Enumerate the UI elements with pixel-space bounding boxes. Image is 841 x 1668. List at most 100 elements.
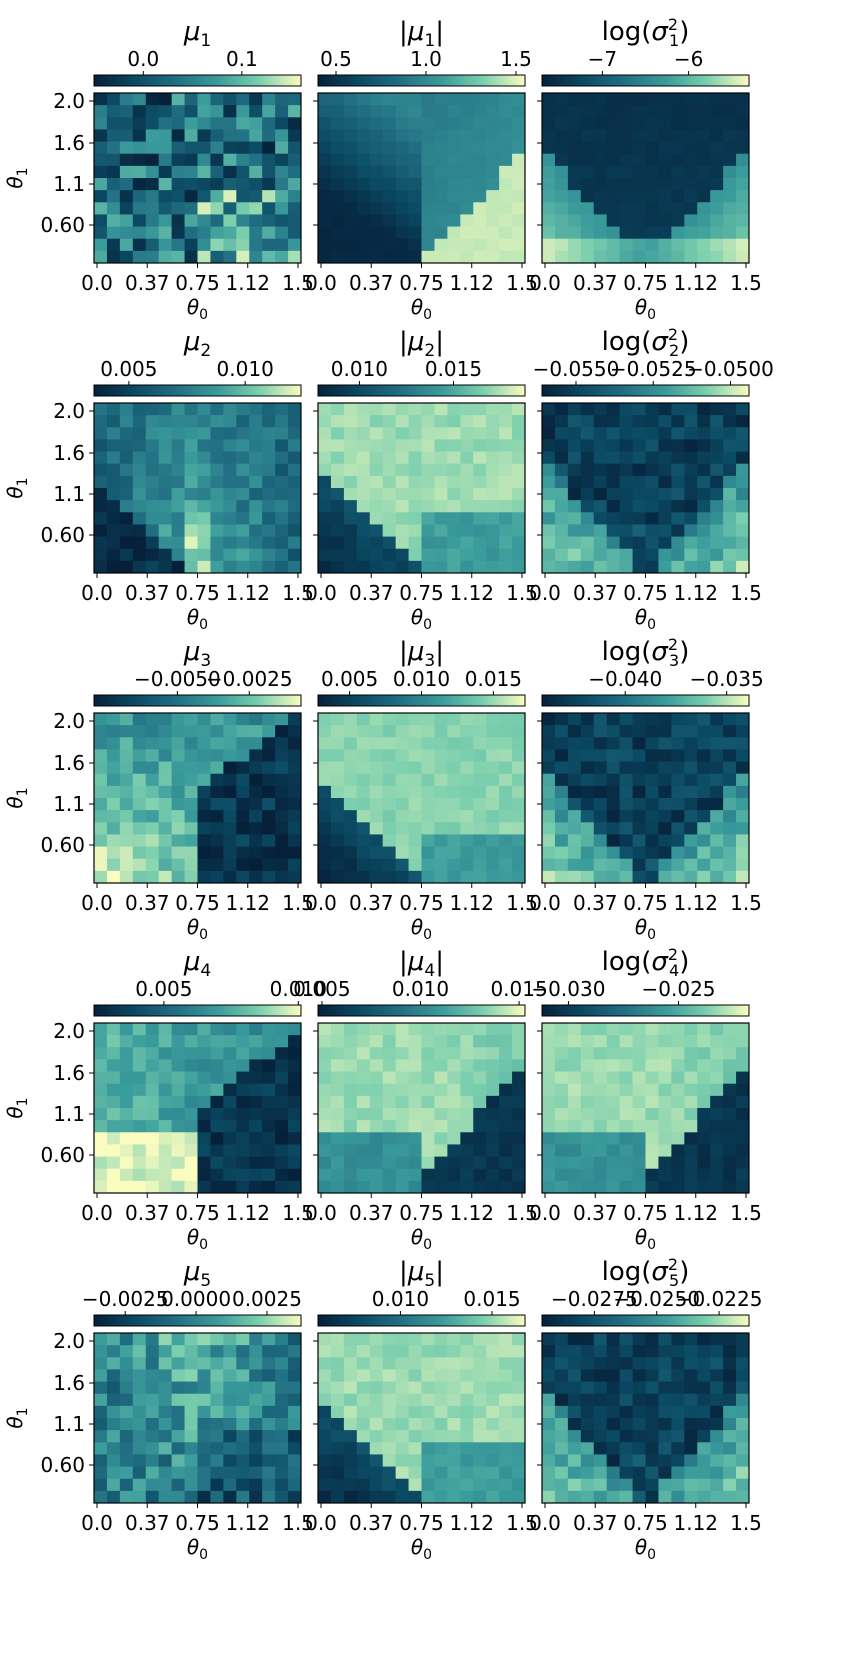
heatmap-cell: [262, 1405, 276, 1419]
heatmap-cell: [145, 214, 160, 227]
heatmap-cell: [145, 1035, 160, 1048]
heatmap-cell: [408, 773, 422, 787]
heatmap-cell: [632, 141, 646, 155]
heatmap-cell: [723, 1393, 737, 1407]
heatmap-cell: [158, 1393, 173, 1407]
heatmap-cell: [288, 178, 302, 191]
heatmap-cell: [158, 1345, 173, 1358]
heatmap-cell: [619, 1454, 633, 1467]
heatmap-cell: [486, 153, 500, 167]
heatmap-cell: [460, 238, 474, 252]
heatmap-cell: [645, 822, 659, 835]
heatmap-cell: [132, 1083, 147, 1097]
heatmap-cell: [421, 117, 435, 130]
heatmap-cell: [486, 1047, 500, 1060]
heatmap-cell: [460, 822, 474, 835]
heatmap-cell: [658, 117, 672, 130]
heatmap-cell: [473, 214, 487, 227]
heatmap-cell: [736, 250, 750, 264]
heatmap-cell: [567, 1393, 582, 1407]
heatmap-cell: [658, 1144, 672, 1157]
heatmap-cell: [736, 785, 750, 799]
heatmap-cell: [499, 1132, 513, 1145]
heatmap-cell: [223, 1120, 237, 1133]
heatmap-cell: [658, 1405, 672, 1419]
heatmap-cell: [223, 1144, 237, 1157]
heatmap-cell: [262, 1023, 276, 1036]
heatmap-cell: [356, 1083, 371, 1097]
heatmap-cell: [632, 785, 646, 799]
heatmap-cell: [171, 834, 185, 847]
heatmap-cell: [567, 129, 582, 142]
heatmap-cell: [542, 1333, 556, 1346]
heatmap-cell: [236, 798, 250, 811]
heatmap-cell: [658, 822, 672, 835]
heatmap-cell: [236, 1168, 250, 1182]
heatmap-cell: [671, 822, 685, 835]
heatmap-cell: [421, 190, 435, 203]
heatmap-cell: [223, 822, 237, 835]
heatmap-cell: [197, 1393, 211, 1407]
heatmap-cell: [460, 129, 474, 142]
heatmap-cell: [210, 846, 224, 860]
heatmap-cell: [593, 749, 608, 762]
heatmap-cell: [382, 1059, 397, 1072]
heatmap-cell: [318, 1071, 332, 1085]
heatmap-cell: [486, 1083, 500, 1097]
heatmap-cell: [567, 785, 582, 799]
heatmap-cell: [434, 1059, 448, 1072]
heatmap-cell: [382, 1071, 397, 1085]
heatmap-cell: [632, 190, 646, 203]
heatmap-cell: [697, 1059, 711, 1072]
heatmap-cell: [658, 403, 672, 416]
heatmap-cell: [171, 117, 185, 130]
heatmap-cell: [512, 834, 526, 847]
heatmap-cell: [249, 439, 263, 452]
colorbar: [317, 384, 526, 397]
heatmap-cell: [421, 785, 435, 799]
heatmap-cell: [684, 749, 698, 762]
heatmap-cell: [184, 427, 198, 440]
heatmap-cell: [343, 1095, 358, 1109]
heatmap-cell: [434, 117, 448, 130]
heatmap-cell: [434, 560, 448, 574]
heatmap-cell: [343, 141, 358, 155]
heatmap-cell: [288, 488, 302, 501]
colorbar-tick-label: 0.015: [490, 977, 547, 1001]
heatmap-cell: [434, 1345, 448, 1358]
heatmap-cell: [580, 1168, 595, 1182]
heatmap-cell: [408, 1180, 422, 1194]
heatmap-cell: [542, 1132, 556, 1145]
heatmap-cell: [697, 785, 711, 799]
heatmap-cell: [262, 1454, 276, 1467]
heatmap-cell: [223, 415, 237, 428]
heatmap-cell: [236, 524, 250, 537]
heatmap-cell: [197, 250, 211, 264]
heatmap-cell: [184, 1393, 198, 1407]
heatmap-cell: [106, 548, 121, 562]
heatmap-cell: [184, 1120, 198, 1133]
x-tick-label: 0.0: [81, 1201, 113, 1225]
heatmap-cell: [395, 190, 409, 203]
heatmap-cell: [119, 536, 134, 550]
heatmap-cell: [421, 488, 435, 501]
heatmap-cell: [580, 403, 595, 416]
heatmap-cell: [473, 1466, 487, 1480]
heatmap-cell: [606, 488, 621, 501]
heatmap-cell: [288, 1369, 302, 1382]
heatmap-cell: [512, 463, 526, 477]
y-tick-label: 1.6: [53, 441, 85, 465]
heatmap-cell: [542, 415, 556, 428]
heatmap-cell: [447, 870, 461, 884]
heatmap-cell: [447, 1369, 461, 1382]
heatmap-cell: [606, 105, 621, 118]
heatmap-cell: [554, 846, 569, 860]
heatmap-cell: [684, 1132, 698, 1145]
heatmap-cell: [356, 713, 371, 726]
heatmap-cell: [197, 749, 211, 762]
heatmap-cell: [447, 190, 461, 203]
heatmap-cell: [723, 1132, 737, 1145]
heatmap-cell: [369, 761, 384, 775]
heatmap-cell: [671, 1120, 685, 1133]
heatmap-cell: [632, 117, 646, 130]
